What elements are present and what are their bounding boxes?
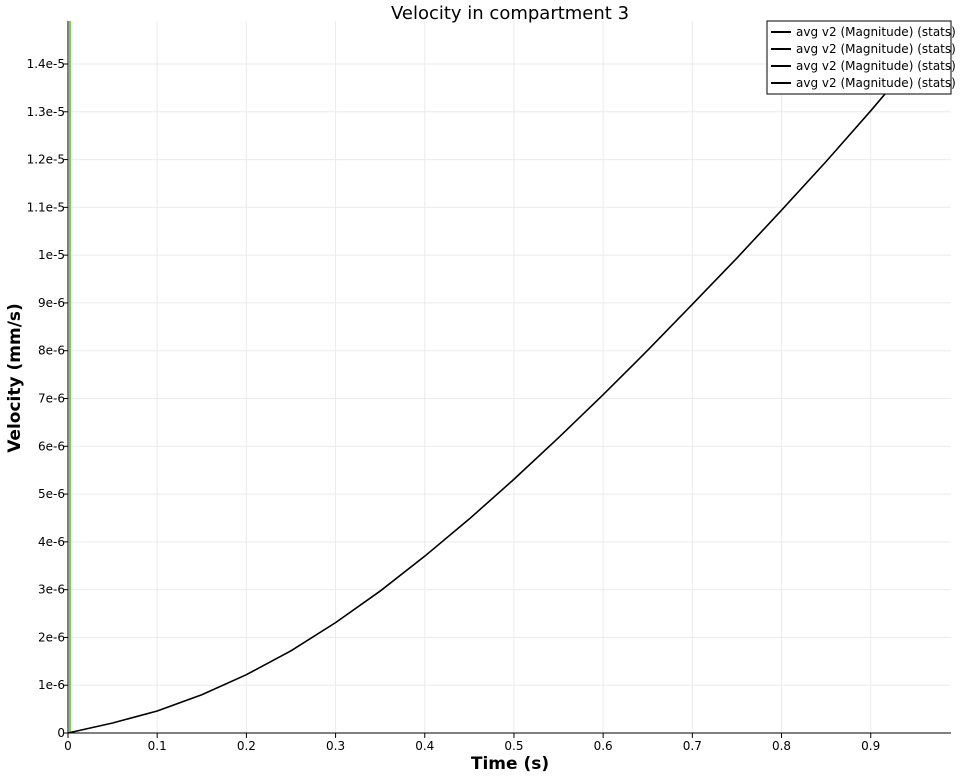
x-tick-label: 0.8: [772, 739, 791, 753]
y-tick-label: 1e-5: [38, 248, 65, 262]
series-layer: [67, 68, 908, 734]
legend-label: avg v2 (Magnitude) (stats): [796, 25, 956, 39]
y-tick-label: 0: [57, 726, 65, 740]
y-axis-title: Velocity (mm/s): [5, 303, 25, 453]
x-tick-label: 0.7: [683, 739, 702, 753]
tick-labels: 0 0.1 0.2 0.3 0.4 0.5 0.6 0.7 0.8 0.9 0 1e-6 2e-6 3e-…: [27, 57, 881, 753]
y-tick-label: 3e-6: [38, 583, 65, 597]
x-tick-label: 0.3: [326, 739, 345, 753]
y-tick-label: 8e-6: [38, 344, 65, 358]
y-tick-label: 1.2e-5: [27, 153, 65, 167]
y-tick-label: 4e-6: [38, 535, 65, 549]
y-tick-label: 9e-6: [38, 296, 65, 310]
x-tick-label: 0.4: [415, 739, 434, 753]
axes: [63, 21, 951, 738]
series-line: [67, 68, 908, 734]
x-tick-label: 0: [64, 739, 72, 753]
legend-label: avg v2 (Magnitude) (stats): [796, 59, 956, 73]
x-axis-title: Time (s): [471, 754, 549, 774]
chart-title: Velocity in compartment 3: [391, 3, 629, 24]
y-tick-label: 1.1e-5: [27, 200, 65, 214]
y-tick-label: 5e-6: [38, 487, 65, 501]
y-tick-label: 7e-6: [38, 392, 65, 406]
grid-lines: [68, 21, 951, 733]
y-tick-label: 1e-6: [38, 678, 65, 692]
y-tick-label: 1.3e-5: [27, 105, 65, 119]
x-tick-label: 0.9: [861, 739, 880, 753]
y-tick-label: 6e-6: [38, 439, 65, 453]
legend-box: [766, 20, 952, 95]
x-tick-label: 0.5: [504, 739, 523, 753]
y-tick-label: 1.4e-5: [27, 57, 65, 71]
y-tick-label: 2e-6: [38, 630, 65, 644]
legend-label: avg v2 (Magnitude) (stats): [796, 76, 956, 90]
x-tick-label: 0.6: [594, 739, 613, 753]
x-tick-label: 0.2: [237, 739, 256, 753]
x-tick-label: 0.1: [148, 739, 167, 753]
legend-label: avg v2 (Magnitude) (stats): [796, 42, 956, 56]
legend: avg v2 (Magnitude) (stats) avg v2 (Magnit…: [766, 20, 956, 95]
